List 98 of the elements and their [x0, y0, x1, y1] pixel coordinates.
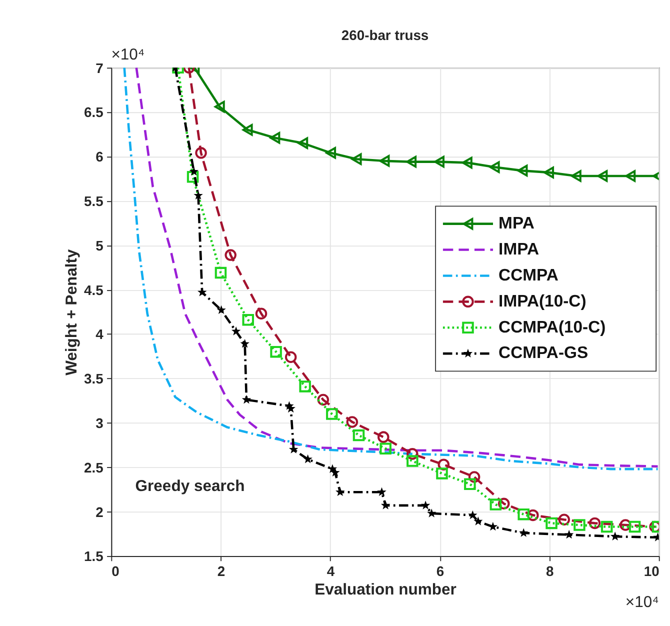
point: [189, 166, 199, 176]
annotation: Greedy search: [135, 478, 245, 496]
point: [270, 346, 282, 358]
y-tick-label: 4: [96, 326, 104, 342]
point: [468, 471, 480, 483]
point: [352, 429, 365, 442]
point: [434, 156, 444, 168]
legend-label: CCMPA(10-C): [498, 317, 606, 336]
point: [298, 137, 308, 150]
point: [426, 508, 436, 518]
x-tick-label: 4: [326, 562, 335, 579]
point: [336, 487, 345, 496]
point: [574, 519, 586, 531]
y-tick-label: 5.5: [84, 192, 104, 209]
y-tick-label: 6: [96, 148, 104, 165]
x-axis-title: Evaluation number: [314, 582, 456, 599]
point: [406, 455, 418, 467]
point: [240, 338, 250, 348]
point: [255, 308, 268, 320]
point: [378, 431, 390, 443]
point: [564, 530, 574, 539]
y-tick-label: 5: [96, 237, 104, 254]
point: [330, 468, 340, 477]
point: [588, 517, 601, 530]
point: [570, 170, 582, 182]
y-tick-label: 7: [96, 60, 104, 76]
point: [317, 394, 330, 406]
point: [600, 520, 613, 533]
point: [406, 156, 417, 168]
point: [625, 170, 636, 182]
point: [517, 164, 528, 177]
point: [518, 528, 528, 537]
point: [242, 124, 253, 136]
point: [346, 416, 358, 428]
point: [270, 132, 280, 144]
point: [380, 442, 392, 454]
point: [186, 171, 199, 183]
y-tick-label: 2: [96, 504, 104, 520]
y-tick-label: 1.5: [84, 548, 104, 564]
point: [214, 266, 227, 279]
point: [546, 517, 558, 530]
point: [406, 448, 418, 460]
point: [198, 287, 207, 296]
point: [438, 458, 450, 470]
y-tick-label: 3: [96, 414, 104, 431]
point: [544, 166, 554, 178]
point: [224, 249, 236, 261]
legend-label: IMPA: [498, 239, 540, 258]
chart-title: 260-bar truss: [341, 26, 429, 43]
point: [474, 516, 483, 526]
point: [242, 314, 254, 326]
point: [558, 514, 570, 526]
point: [214, 100, 225, 113]
point: [620, 519, 632, 531]
point: [194, 190, 203, 200]
x-tick-label: 0: [112, 562, 120, 579]
point: [462, 156, 472, 169]
legend-label: CCMPA: [498, 265, 558, 284]
point: [610, 532, 620, 540]
y-tick-label: 4.5: [84, 282, 104, 298]
point: [490, 498, 502, 510]
point: [351, 153, 362, 166]
x-tick-label: 2: [217, 562, 226, 579]
x-tick-label: 8: [546, 562, 554, 579]
legend-label: IMPA(10-C): [498, 291, 586, 310]
y-tick-label: 6.5: [84, 104, 104, 120]
point: [628, 520, 641, 533]
point: [597, 170, 608, 182]
point: [436, 468, 448, 480]
point: [468, 510, 478, 520]
point: [326, 408, 338, 420]
point: [489, 161, 500, 174]
point: [242, 394, 252, 404]
point: [195, 147, 207, 159]
point: [326, 147, 336, 159]
point: [379, 155, 390, 167]
x-tick-label: 10: [644, 562, 660, 579]
x-tick-label: 6: [436, 562, 444, 579]
y-tick-label: 2.5: [84, 459, 104, 476]
y-axis-title: Weight + Penalty: [64, 249, 81, 376]
point: [518, 508, 530, 520]
point: [420, 500, 430, 510]
point: [377, 487, 386, 496]
point: [303, 454, 312, 464]
text: ×10⁴: [111, 46, 145, 64]
legend-label: MPA: [498, 213, 534, 232]
point: [464, 478, 476, 490]
point: [299, 380, 311, 392]
point: [527, 509, 539, 522]
point: [286, 404, 296, 413]
point: [498, 498, 510, 510]
legend-label: CCMPA-GS: [498, 343, 588, 362]
point: [284, 351, 297, 364]
y-tick-label: 3.5: [84, 370, 104, 387]
point: [380, 500, 390, 510]
text: ×10⁴: [625, 594, 659, 612]
point: [231, 326, 241, 336]
point: [216, 305, 226, 314]
